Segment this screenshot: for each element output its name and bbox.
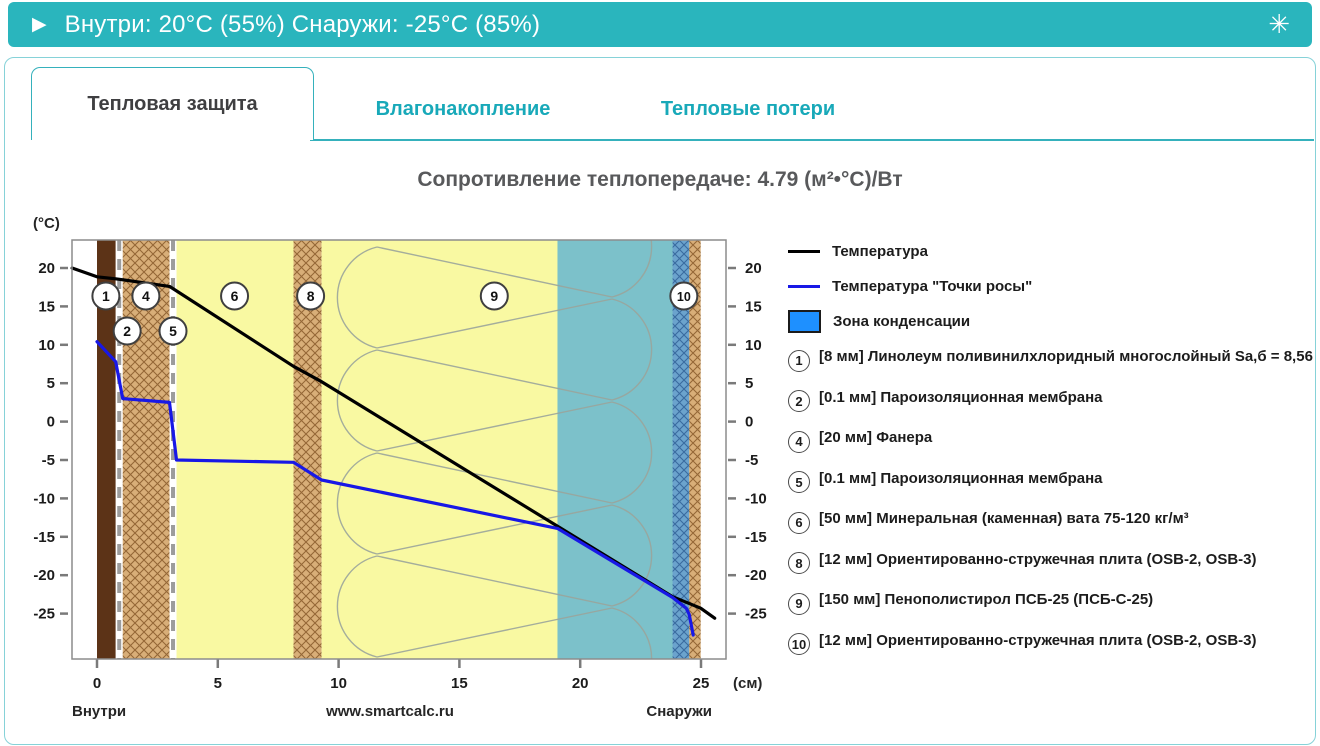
- tab-heat-loss[interactable]: Тепловые потери: [660, 98, 836, 120]
- climate-parameters-text: Внутри: 20°C (55%) Снаружи: -25°C (85%): [64, 10, 541, 38]
- svg-text:5: 5: [169, 323, 177, 339]
- layer-description: [50 мм] Минеральная (каменная) вата 75-1…: [819, 510, 1189, 527]
- temperature-lines: [70, 266, 717, 637]
- layer-legend-item: 4 [20 мм] Фанера: [788, 426, 1320, 453]
- svg-text:20: 20: [38, 260, 55, 277]
- tab-underline: [310, 139, 1314, 141]
- svg-text:20: 20: [572, 675, 589, 692]
- x-axis-unit: (см): [733, 675, 762, 692]
- layer-description: [12 мм] Ориентированно-стружечная плита …: [819, 550, 1257, 568]
- svg-text:2: 2: [123, 323, 131, 339]
- foam-hatch-pattern: [336, 240, 653, 659]
- legend-label: Температура "Точки росы": [832, 277, 1033, 295]
- svg-text:10: 10: [38, 337, 55, 354]
- legend-label: Зона конденсации: [833, 312, 971, 330]
- inside-label: Внутри: [72, 703, 126, 720]
- svg-text:9: 9: [490, 288, 498, 304]
- materials-list: 1 [8 мм] Линолеум поливинилхлоридный мног…: [788, 345, 1320, 655]
- tab-thermal-protection[interactable]: Тепловая защита: [31, 67, 314, 140]
- svg-text:5: 5: [47, 375, 55, 392]
- svg-text:-10: -10: [745, 490, 767, 507]
- svg-text:4: 4: [142, 288, 150, 304]
- layer-description: [150 мм] Пенополистирол ПСБ-25 (ПСБ-С-25…: [819, 591, 1154, 608]
- layer-legend-item: 1 [8 мм] Линолеум поливинилхлоридный мног…: [788, 345, 1320, 372]
- layer-legend-item: 2 [0.1 мм] Пароизоляционная мембрана: [788, 386, 1320, 412]
- chart-title: Сопротивление теплопередаче: 4.79 (м²•°С…: [417, 168, 903, 191]
- legend-condensation-zone: Зона конденсации: [788, 309, 1320, 333]
- layer-number-badge: 5: [788, 471, 810, 493]
- svg-text:-5: -5: [42, 452, 55, 469]
- layer-number-badge: 1: [788, 349, 810, 372]
- svg-text:0: 0: [47, 414, 55, 431]
- svg-text:5: 5: [214, 675, 222, 692]
- temperature-line-swatch: [788, 249, 820, 253]
- svg-text:-20: -20: [745, 567, 767, 584]
- parameters-header[interactable]: ▶ Внутри: 20°C (55%) Снаружи: -25°C (85%…: [8, 2, 1312, 47]
- layer-number-badge: 6: [788, 511, 810, 534]
- svg-text:10: 10: [330, 675, 347, 692]
- svg-text:-25: -25: [745, 606, 767, 623]
- condensation-zone: [557, 240, 690, 659]
- outer-osb-layer: [672, 240, 701, 659]
- layer-description: [0.1 мм] Пароизоляционная мембрана: [819, 388, 1103, 406]
- svg-text:-20: -20: [33, 567, 55, 584]
- thermal-chart: 1 2 4 5 6 8 9 10 20 20 15 15 10 10 5 5 0 0 -5 -5 -10 -10 -15 -…: [33, 215, 767, 720]
- y-axis-unit: (°С): [33, 215, 60, 232]
- svg-text:-15: -15: [745, 529, 767, 546]
- svg-text:25: 25: [693, 675, 710, 692]
- svg-text:15: 15: [745, 298, 762, 315]
- legend-dew-point: Температура "Точки росы": [788, 275, 1320, 297]
- plot-border: [71, 239, 727, 660]
- svg-text:5: 5: [745, 375, 753, 392]
- svg-text:8: 8: [307, 288, 315, 304]
- svg-text:6: 6: [231, 288, 239, 304]
- svg-text:-10: -10: [33, 490, 55, 507]
- svg-text:1: 1: [102, 288, 110, 304]
- layer-legend-item: 10 [12 мм] Ориентированно-стружечная плит…: [788, 629, 1320, 655]
- svg-text:15: 15: [451, 675, 468, 692]
- layer-number-badge: 4: [788, 430, 810, 453]
- condensation-zone-swatch: [788, 309, 821, 333]
- svg-text:10: 10: [745, 337, 762, 354]
- layer-description: [12 мм] Ориентированно-стружечная плита …: [819, 631, 1257, 649]
- outside-label: Снаружи: [646, 703, 712, 720]
- watermark-url: www.smartcalc.ru: [325, 703, 454, 720]
- legend-label: Температура: [832, 242, 928, 260]
- snowflake-icon[interactable]: ✳: [1268, 9, 1290, 39]
- layer-legend-item: 8 [12 мм] Ориентированно-стружечная плита…: [788, 548, 1320, 574]
- svg-text:0: 0: [745, 414, 753, 431]
- layer-description: [8 мм] Линолеум поливинилхлоридный много…: [819, 348, 1313, 365]
- layer-number-markers: 1 2 4 5 6 8 9 10: [91, 281, 699, 346]
- layer-number-badge: 10: [788, 633, 810, 655]
- svg-text:0: 0: [93, 675, 101, 692]
- dew-point-line-swatch: [788, 284, 820, 288]
- svg-text:20: 20: [745, 260, 762, 277]
- svg-text:15: 15: [38, 298, 55, 315]
- svg-text:10: 10: [677, 290, 691, 304]
- layer-number-badge: 9: [788, 592, 810, 615]
- svg-text:-25: -25: [33, 606, 55, 623]
- layer-legend-item: 6 [50 мм] Минеральная (каменная) вата 75-…: [788, 507, 1320, 534]
- legend-temperature: Температура: [788, 240, 1320, 262]
- tab-moisture-accumulation[interactable]: Влагонакопление: [375, 98, 551, 120]
- layer-description: [0.1 мм] Пароизоляционная мембрана: [819, 469, 1103, 487]
- layer-number-badge: 2: [788, 390, 810, 412]
- layer-description: [20 мм] Фанера: [819, 429, 933, 446]
- layer-legend-item: 9 [150 мм] Пенополистирол ПСБ-25 (ПСБ-С-2…: [788, 588, 1320, 615]
- layer-legend-item: 5 [0.1 мм] Пароизоляционная мембрана: [788, 467, 1320, 493]
- svg-text:-15: -15: [33, 529, 55, 546]
- layer-number-badge: 8: [788, 552, 810, 574]
- chart-legend: Температура Температура "Точки росы" Зон…: [788, 240, 1320, 669]
- svg-text:-5: -5: [745, 452, 758, 469]
- expand-arrow-icon[interactable]: ▶: [32, 14, 47, 35]
